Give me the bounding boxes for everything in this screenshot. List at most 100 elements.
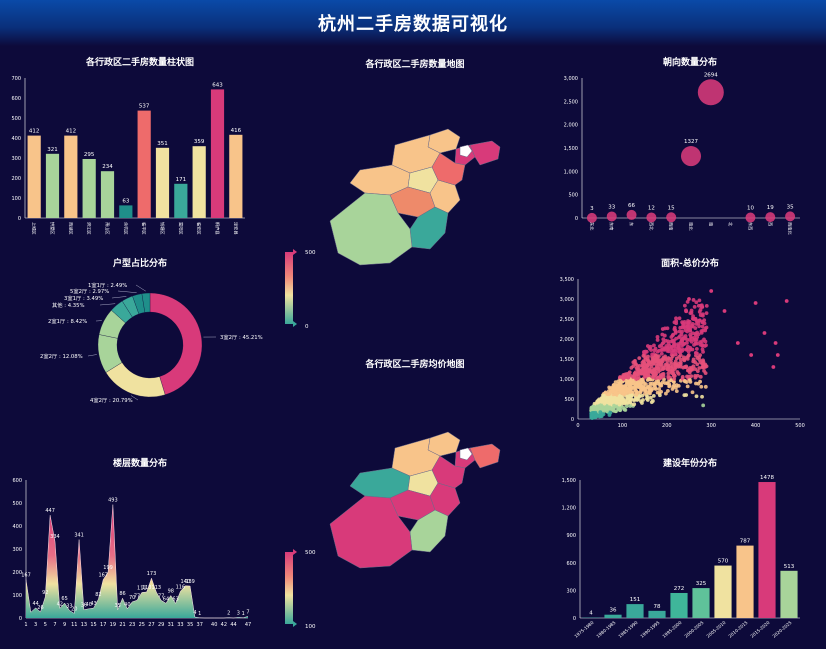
point-data-label: 40 (86, 602, 92, 608)
district-region (469, 140, 501, 166)
bubble-point (745, 212, 756, 223)
x-tick-label: 西北 (648, 222, 655, 231)
district-count-map[interactable] (320, 125, 520, 275)
y-tick-label: 3,500 (560, 277, 574, 283)
scatter-point (683, 322, 688, 327)
x-tick-label: 东南 (609, 222, 615, 230)
scatter-point (655, 335, 660, 339)
bar (155, 147, 170, 218)
scatter-point (694, 318, 699, 323)
scatter-point (622, 401, 627, 406)
scatter-point (699, 330, 704, 335)
scatter-point (685, 299, 690, 304)
scatter-point (661, 355, 666, 360)
bar-data-label: 570 (718, 559, 729, 565)
scatter-point (661, 372, 666, 376)
scatter-point (634, 362, 638, 366)
scatter-point (709, 289, 714, 293)
scatter-point (606, 392, 611, 397)
scatter-point (684, 340, 689, 345)
scatter-point (617, 385, 622, 390)
count-visual-map[interactable]: 500 0 (283, 246, 323, 336)
y-tick-label: 0 (575, 216, 578, 222)
floor-line-series (25, 504, 249, 619)
scatter-point (624, 382, 629, 387)
x-tick-label: 35 (187, 622, 193, 628)
scatter-point (672, 374, 676, 378)
x-tick-label: 西南北 (787, 222, 794, 235)
district-region (409, 509, 449, 553)
area-price-scatter-chart: 0 500 1,000 1,500 2,000 2,500 3,000 3,500 0 100 20… (560, 277, 805, 429)
scatter-point (784, 299, 789, 303)
scatter-point (672, 325, 677, 330)
x-tick-label: 1 (24, 622, 27, 628)
point-data-label: 33 (66, 603, 72, 609)
y-tick-label: 100 (11, 196, 21, 202)
scatter-point (618, 408, 623, 413)
scatter-point (694, 381, 698, 386)
bar-data-label: 412 (29, 129, 40, 135)
x-tick-label: 37 (197, 622, 203, 628)
point-data-label: 44 (32, 601, 38, 607)
scatter-point (699, 384, 704, 389)
slice-leader-line (135, 284, 146, 292)
bubble-data-label: 1327 (684, 139, 698, 145)
visual-map-bar (285, 252, 293, 324)
scatter-point (595, 400, 600, 404)
scatter-point (620, 386, 625, 390)
scatter-point (688, 334, 693, 339)
bubble-data-label: 10 (747, 206, 754, 212)
scatter-point (698, 374, 703, 379)
district-region-highlight (459, 144, 473, 158)
scatter-point (656, 369, 661, 374)
scatter-point (633, 398, 637, 402)
scatter-point (634, 392, 639, 397)
bar-data-label: 325 (696, 581, 707, 587)
district-region (431, 152, 466, 186)
scatter-point (593, 406, 598, 410)
scatter-point (672, 379, 676, 384)
x-tick-label: 1990-1995 (639, 620, 661, 640)
bar (174, 183, 188, 218)
x-tick-label: 淳安县 (232, 222, 239, 235)
point-data-label: 167 (98, 573, 108, 579)
y-tick-label: 1,500 (562, 478, 576, 484)
district-price-map[interactable] (320, 428, 520, 578)
scatter-point (620, 375, 625, 380)
scatter-point (660, 327, 665, 331)
scatter-point (651, 357, 656, 362)
donut-slice (141, 292, 151, 313)
scatter-point (613, 380, 618, 385)
scatter-point (634, 373, 639, 378)
x-tick-label: 5 (44, 622, 47, 628)
price-visual-map[interactable]: 500 100 (283, 546, 323, 636)
visual-map-min-label: 0 (305, 324, 309, 330)
x-tick-label: 东 (629, 222, 635, 226)
scatter-point (647, 387, 652, 391)
x-tick-label: 25 (139, 622, 145, 628)
scatter-point (624, 404, 629, 409)
scatter-point (651, 393, 656, 398)
scatter-point (693, 367, 698, 372)
scatter-point (678, 334, 682, 339)
x-tick-label: 南 (708, 222, 714, 226)
point-data-label: 26 (37, 605, 43, 611)
x-tick-label: 100 (618, 423, 628, 429)
scatter-point (695, 341, 699, 346)
scatter-point (600, 412, 605, 417)
y-tick-label: 500 (11, 116, 21, 122)
y-tick-label: 1,500 (560, 357, 574, 363)
point-data-label: 1 (198, 611, 201, 617)
point-data-label: 77 (134, 593, 140, 599)
scatter-point (652, 383, 657, 388)
scatter-point (670, 338, 675, 343)
point-data-label: 199 (103, 565, 113, 571)
visual-map-handle-bottom (293, 621, 297, 627)
bar (736, 545, 754, 618)
x-tick-label: 2020-2025 (771, 620, 793, 640)
point-data-label: 3 (237, 610, 240, 616)
district-region (469, 443, 501, 469)
point-data-label: 140 (180, 579, 190, 585)
x-tick-label: 7 (53, 622, 56, 628)
scatter-point (658, 374, 663, 379)
